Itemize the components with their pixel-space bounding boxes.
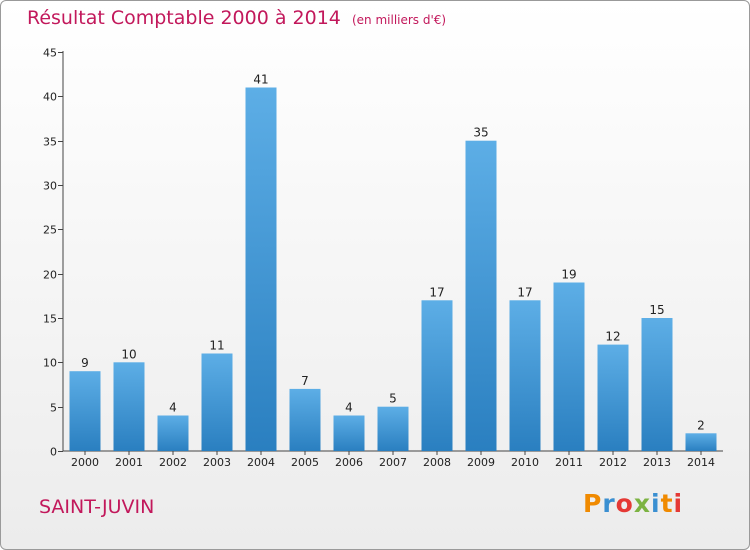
y-tick-label: 15 [43,313,57,326]
value-label-2006: 4 [345,401,353,415]
data-labels: 9 10 4 11 41 7 4 5 17 35 17 19 12 15 2 [81,72,705,432]
x-tick-label-2011: 2011 [555,456,583,469]
x-tick-label-2013: 2013 [643,456,671,469]
bar-2014 [685,433,717,451]
y-tick-label: 35 [43,136,57,149]
y-tick-label: 45 [43,47,57,60]
bar-2011 [553,282,585,451]
bar-2013 [641,318,673,451]
bar-2003 [201,353,233,451]
value-label-2005: 7 [301,374,309,388]
bar-2000 [69,371,101,451]
x-tick-label-2001: 2001 [115,456,143,469]
x-tick-label-2008: 2008 [423,456,451,469]
bar-2002 [157,415,189,451]
x-tick-label-2010: 2010 [511,456,539,469]
value-label-2012: 12 [605,330,620,344]
x-tick-label-2009: 2009 [467,456,495,469]
chart-subtitle: (en milliers d'€) [351,13,447,27]
logo-letter: x [633,489,651,518]
y-tick-label: 0 [50,446,57,459]
value-label-2010: 17 [517,285,532,299]
value-label-2014: 2 [697,418,705,432]
value-label-2007: 5 [389,392,397,406]
bar-2012 [597,344,629,451]
value-label-2003: 11 [209,338,224,352]
x-tick-label-2007: 2007 [379,456,407,469]
value-label-2000: 9 [81,356,89,370]
value-label-2011: 19 [561,268,576,282]
y-tick-label: 25 [43,224,57,237]
bar-2005 [289,388,321,451]
bar-2001 [113,362,145,451]
logo-letter: i [673,489,684,518]
value-label-2008: 17 [429,285,444,299]
chart-title: Résultat Comptable 2000 à 2014 [27,7,341,29]
bar-2008 [421,300,453,451]
x-tick-label-2005: 2005 [291,456,319,469]
x-tick-label-2000: 2000 [71,456,99,469]
value-label-2004: 41 [253,72,268,86]
y-tick-label: 40 [43,91,57,104]
x-tick-label-2012: 2012 [599,456,627,469]
y-tick-label: 5 [50,402,57,415]
value-label-2001: 10 [121,347,136,361]
logo-letter: t [660,489,674,518]
proxiti-logo[interactable]: Proxiti [583,489,683,518]
x-tick-label-2004: 2004 [247,456,275,469]
bars [69,87,717,451]
value-label-2013: 15 [649,303,664,317]
y-tick-label: 10 [43,357,57,370]
bar-2009 [465,140,497,451]
bar-2006 [333,415,365,451]
logo-letter: o [615,489,634,518]
logo-letter: r [602,489,616,518]
x-tick-label-2002: 2002 [159,456,187,469]
y-tick-label: 30 [43,180,57,193]
title-row: Résultat Comptable 2000 à 2014 (en milli… [27,7,446,29]
x-tick-label-2006: 2006 [335,456,363,469]
commune-name: SAINT-JUVIN [39,496,155,518]
logo-letter: P [583,489,603,518]
bar-2007 [377,406,409,451]
x-tick-label-2014: 2014 [687,456,715,469]
value-label-2002: 4 [169,401,177,415]
value-label-2009: 35 [473,126,488,140]
y-tick-label: 20 [43,269,57,282]
bar-2010 [509,300,541,451]
x-tick-label-2003: 2003 [203,456,231,469]
bar-2004 [245,87,277,451]
logo-letter: i [651,489,661,518]
